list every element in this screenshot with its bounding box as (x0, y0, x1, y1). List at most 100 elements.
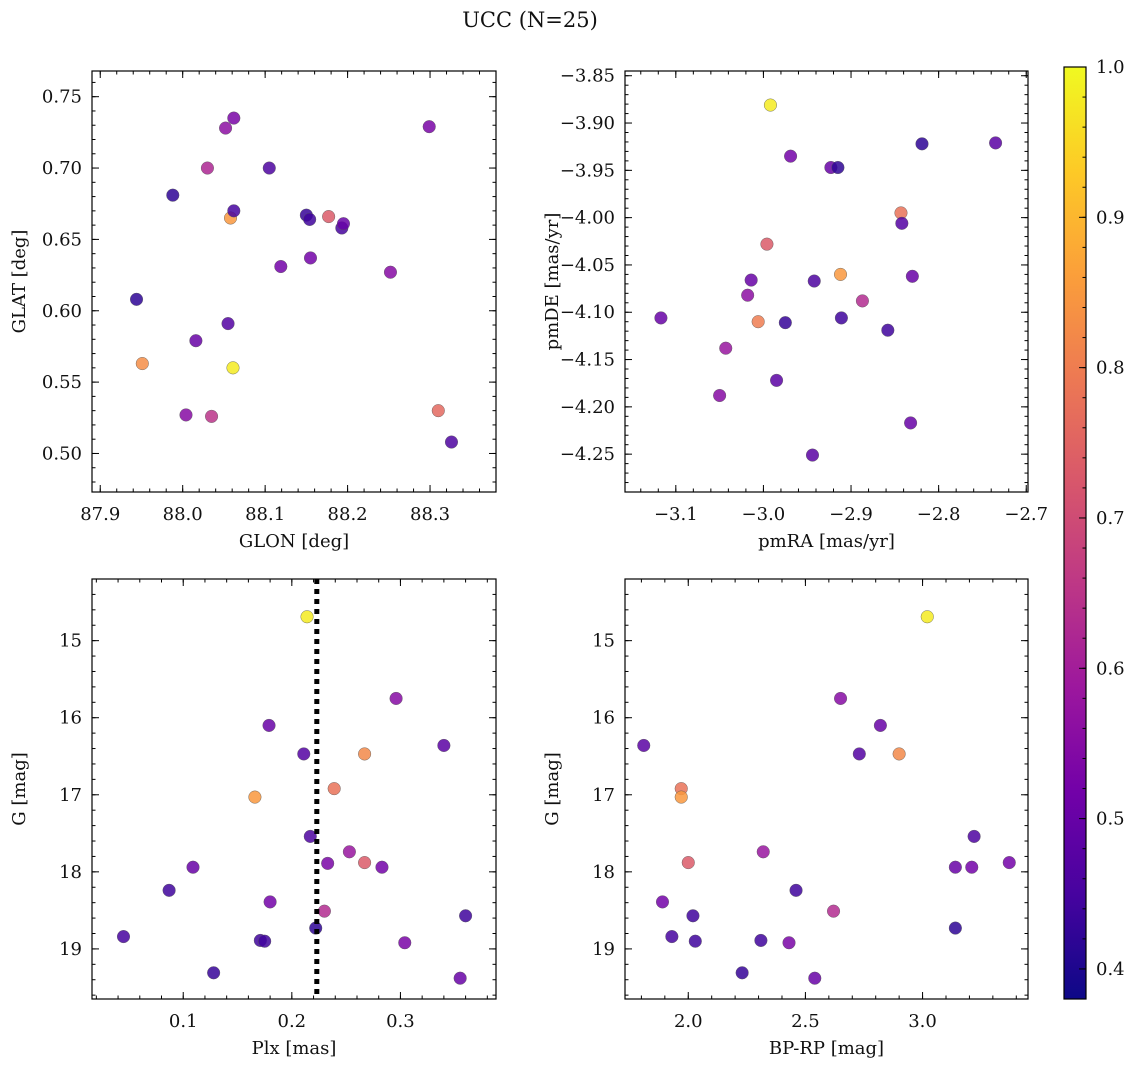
data-point (741, 288, 755, 302)
y-tick-label: −4.10 (560, 302, 615, 323)
y-tick-label: −4.20 (560, 397, 615, 418)
y-tick-label: −4.25 (560, 444, 615, 465)
data-point (459, 909, 473, 923)
data-point (221, 317, 235, 331)
x-tick-label: 2.0 (674, 1011, 703, 1032)
y-axis-label: G [mag] (542, 752, 563, 825)
data-point (895, 216, 909, 230)
data-point (744, 273, 758, 287)
data-point (852, 747, 866, 761)
x-tick-label: −3.1 (654, 504, 698, 525)
data-point (904, 416, 918, 430)
y-axis-label: GLAT [deg] (9, 230, 30, 334)
x-axis-label: BP-RP [mag] (769, 1038, 884, 1059)
data-point (226, 361, 240, 375)
tick-marks (625, 71, 1028, 492)
colorbar-scale (1063, 66, 1087, 1000)
data-point (965, 860, 979, 874)
y-tick-label: −3.85 (560, 66, 615, 87)
data-point (162, 883, 176, 897)
data-point (303, 829, 317, 843)
data-point (317, 904, 331, 918)
plot-frame (624, 70, 1029, 493)
y-tick-label: 0.65 (42, 229, 82, 250)
data-point (248, 790, 262, 804)
data-point (789, 883, 803, 897)
data-point (655, 895, 669, 909)
y-axis-label: G [mag] (9, 752, 30, 825)
y-tick-label: 0.70 (42, 158, 82, 179)
data-point (827, 904, 841, 918)
data-point (303, 212, 317, 226)
data-point (431, 404, 445, 418)
data-point (116, 930, 130, 944)
data-point (179, 408, 193, 422)
plot-frame (91, 578, 497, 1000)
data-point (437, 738, 451, 752)
data-point (763, 98, 777, 112)
x-tick-label: 88.2 (328, 504, 368, 525)
data-point (905, 269, 919, 283)
colorbar: 0.4 0.5 0.6 0.7 0.8 0.9 1.0 (1063, 57, 1125, 1000)
x-tick-label: 88.3 (410, 504, 450, 525)
data-point (135, 357, 149, 371)
data-point (1002, 856, 1016, 870)
x-tick-label: −2.9 (829, 504, 873, 525)
x-tick-label: 3.0 (908, 1011, 937, 1032)
data-point (444, 435, 458, 449)
data-point (654, 311, 668, 325)
data-point (807, 274, 821, 288)
y-tick-label: 0.55 (42, 372, 82, 393)
panels: 87.9 88.0 88.1 88.2 88.3 0.50 0.55 0.60 0.65 0.70… (9, 66, 1048, 1059)
data-point (989, 136, 1003, 150)
data-point (719, 341, 733, 355)
y-tick-label: 18 (592, 862, 615, 883)
data-point (784, 149, 798, 163)
y-tick-label: 17 (59, 785, 82, 806)
colorbar-tick-label: 0.4 (1096, 959, 1125, 980)
data-point (948, 860, 962, 874)
data-point (375, 860, 389, 874)
data-point (258, 934, 272, 948)
y-tick-label: 0.50 (42, 443, 82, 464)
colorbar-tick-label: 0.8 (1096, 358, 1125, 379)
data-point (227, 111, 241, 125)
colorbar-tick-label: 0.9 (1096, 207, 1125, 228)
y-tick-label: −4.05 (560, 255, 615, 276)
y-tick-label: −4.00 (560, 208, 615, 229)
data-point (186, 860, 200, 874)
tick-marks (92, 71, 497, 492)
y-tick-label: −3.90 (560, 113, 615, 134)
data-point (915, 137, 929, 151)
data-point (300, 610, 314, 624)
data-point (881, 323, 895, 337)
y-tick-label: 16 (592, 708, 615, 729)
data-point (782, 936, 796, 950)
data-point (297, 747, 311, 761)
data-point (681, 856, 695, 870)
data-point (189, 334, 203, 348)
x-tick-label: 0.3 (386, 1011, 415, 1032)
data-point (834, 267, 848, 281)
data-point (274, 260, 288, 274)
x-axis-label: GLON [deg] (239, 531, 349, 552)
data-point (262, 161, 276, 175)
scatter-panel-4: 2.0 2.5 3.0 15 16 17 18 19 BP-RP [mag] G [mag] (542, 578, 1029, 1059)
data-point (760, 237, 774, 251)
y-tick-label: 19 (592, 939, 615, 960)
data-point (383, 265, 397, 279)
data-point (398, 936, 412, 950)
x-tick-label: −2.7 (1004, 504, 1048, 525)
x-tick-label: −2.8 (917, 504, 961, 525)
tick-marks (625, 579, 1028, 999)
colorbar-tick-label: 1.0 (1096, 57, 1125, 78)
y-axis-label: pmDE [mas/yr] (542, 213, 563, 351)
y-tick-label: 0.75 (42, 87, 82, 108)
y-tick-label: 17 (592, 785, 615, 806)
data-point (688, 934, 702, 948)
data-point (920, 610, 934, 624)
data-points (637, 610, 1016, 985)
data-point (756, 845, 770, 859)
